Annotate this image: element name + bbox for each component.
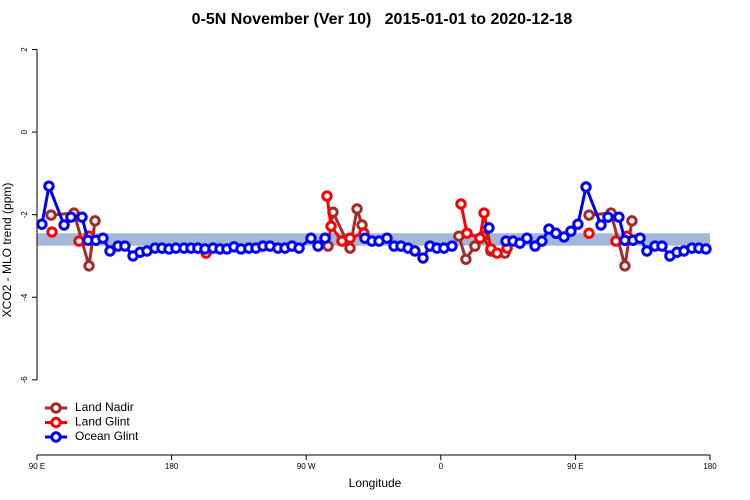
data-point (521, 232, 533, 244)
data-point (344, 242, 356, 254)
legend-marker (50, 431, 62, 443)
data-point (572, 218, 584, 230)
data-point (619, 260, 631, 272)
data-point (344, 232, 356, 244)
x-tick-label: 90 W (297, 462, 316, 471)
data-point (321, 190, 333, 202)
legend-label: Land Glint (75, 415, 130, 429)
data-point (461, 227, 473, 239)
x-tick-label: 90 E (29, 462, 45, 471)
data-point (583, 227, 595, 239)
y-axis-label: XCO2 - MLO trend (ppm) (0, 183, 14, 318)
x-tick-label: 0 (439, 462, 444, 471)
data-point (89, 215, 101, 227)
x-tick-label: 180 (165, 462, 179, 471)
data-point (626, 215, 638, 227)
data-point (73, 235, 85, 247)
data-point (312, 240, 324, 252)
data-point (610, 235, 622, 247)
data-point (305, 232, 317, 244)
x-axis-label: Longitude (349, 476, 402, 490)
y-tick-label: -6 (20, 376, 29, 384)
data-point (319, 232, 331, 244)
data-point (325, 220, 337, 232)
data-point (446, 240, 458, 252)
chart-title: 0-5N November (Ver 10) 2015-01-01 to 202… (192, 11, 573, 28)
x-tick-label: 90 E (567, 462, 583, 471)
data-point (634, 232, 646, 244)
data-point (65, 211, 77, 223)
data-point (58, 219, 70, 231)
y-tick-label: -2 (20, 211, 29, 219)
data-point (483, 222, 495, 234)
data-point (45, 209, 57, 221)
data-point (381, 232, 393, 244)
data-point (595, 219, 607, 231)
data-point (474, 232, 486, 244)
data-point (76, 211, 88, 223)
y-tick-label: -4 (20, 293, 29, 301)
legend-label: Ocean Glint (75, 429, 139, 443)
legend-marker (50, 402, 62, 414)
data-point (583, 209, 595, 221)
data-point (656, 240, 668, 252)
data-point (43, 180, 55, 192)
y-tick-label: 0 (20, 129, 29, 134)
data-point (36, 218, 48, 230)
data-point (641, 245, 653, 257)
data-point (97, 232, 109, 244)
data-point (700, 243, 712, 255)
data-point (460, 253, 472, 265)
data-point (83, 260, 95, 272)
data-point (491, 247, 503, 259)
data-point (409, 245, 421, 257)
legend-marker (50, 416, 62, 429)
data-point (104, 245, 116, 257)
data-point (119, 240, 131, 252)
data-point (351, 203, 363, 215)
x-tick-label: 180 (703, 462, 717, 471)
data-point (469, 240, 481, 252)
data-point (293, 242, 305, 254)
data-point (536, 235, 548, 247)
data-point (455, 198, 467, 210)
data-point (580, 181, 592, 193)
y-tick-label: 2 (20, 47, 29, 52)
data-point (613, 211, 625, 223)
data-point (558, 231, 570, 243)
data-point (602, 211, 614, 223)
data-point (417, 252, 429, 264)
data-point (46, 226, 58, 238)
legend-label: Land Nadir (75, 400, 134, 414)
data-point (478, 207, 490, 219)
data-point (565, 225, 577, 237)
